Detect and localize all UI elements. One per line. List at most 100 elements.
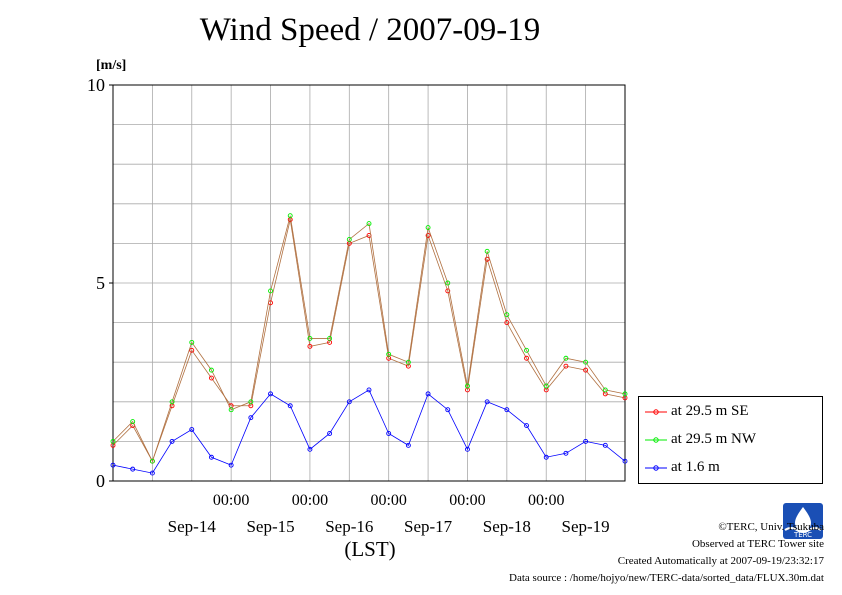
data-point [583,367,589,373]
data-point [346,236,352,242]
data-point [425,225,431,231]
x-day-label: Sep-19 [562,517,610,536]
data-point [386,351,392,357]
legend-label-se: at 29.5 m SE [671,403,749,419]
data-point [149,458,155,464]
series-line [112,389,626,474]
x-time-tick-label: 00:00 [528,492,564,509]
data-point [307,335,313,341]
x-unit-label: (LST) [344,537,396,561]
legend: at 29.5 m SE at 29.5 m NW at 1.6 m [638,396,823,484]
data-point [602,387,608,393]
terc-logo-icon: TERC [783,503,823,539]
data-point [543,383,549,389]
y-tick-label: 5 [96,273,105,293]
terc-logo: TERC [783,503,823,539]
data-point [484,399,490,405]
data-point [307,343,313,349]
series-line [112,215,626,463]
x-day-label: Sep-17 [404,517,453,536]
x-axis: 00:00 00:00 00:00 00:00 00:00 Sep-14 Sep-15 Sep… [168,492,610,536]
data-point [228,407,234,413]
logo-text: TERC [793,531,812,539]
x-time-tick-label: 00:00 [449,492,485,509]
data-point [622,391,628,397]
footer-created: Created Automatically at 2007-09-19/23:3… [617,555,824,567]
data-point [386,431,392,436]
y-tick-label: 0 [96,471,105,491]
data-point [169,438,175,444]
data-point [563,355,569,361]
data-point [307,446,313,452]
data-point [268,391,273,397]
x-day-label: Sep-18 [483,517,531,536]
data-point [465,446,470,452]
legend-item-nw: at 29.5 m NW [645,428,756,450]
legend-label-low: at 1.6 m [671,459,720,475]
y-tick-label: 10 [87,75,105,95]
data-point [327,431,333,436]
data-point [405,442,411,448]
data-point [209,375,214,381]
data-point [524,347,529,353]
data-point [366,221,372,227]
x-time-tick-label: 00:00 [213,492,249,509]
data-point [425,233,431,238]
data-point [189,339,195,345]
footer-copyright: ©TERC, Univ. Tsukuba [718,521,824,533]
data-point [622,458,628,464]
chart-title: Wind Speed / 2007-09-19 [199,12,541,48]
data-point [130,419,136,425]
data-point [524,423,529,429]
data-point [189,347,195,353]
data-point [130,466,136,472]
data-point [445,280,451,286]
data-point [248,399,254,405]
legend-item-low: at 1.6 m [645,456,720,478]
footer-observed: Observed at TERC Tower site [691,538,824,550]
data-point [445,288,451,294]
data-point [484,256,490,262]
y-axis: 0 5 10 [87,75,113,491]
legend-label-nw: at 29.5 m NW [671,431,756,447]
data-point [563,363,569,369]
data-point [425,391,431,397]
data-point [524,355,529,361]
data-point [189,427,195,432]
data-point [583,438,589,444]
data-point [484,248,490,254]
data-point [504,407,510,413]
y-unit-label: [m/s] [96,58,127,73]
grid [113,85,625,481]
data-point [149,470,155,476]
data-point [327,335,333,341]
x-time-tick-label: 00:00 [292,492,328,509]
data-point [209,367,214,373]
data-point [504,312,510,318]
data-point [465,383,470,389]
x-day-label: Sep-16 [325,517,373,536]
data-point [209,454,214,460]
data-point [445,407,451,413]
data-point [405,359,411,365]
footer-source: Data source : /home/hojyo/new/TERC-data/… [509,572,824,584]
data-point [110,462,116,468]
data-point [504,320,510,326]
data-point [602,442,608,448]
data-point [346,399,352,405]
series-line [112,219,626,463]
data-point [583,359,589,365]
data-point [287,403,293,409]
x-day-label: Sep-14 [168,517,217,536]
series-group [110,213,628,476]
x-day-label: Sep-15 [246,517,294,536]
data-point [268,288,273,294]
data-point [287,213,293,219]
data-point [248,415,254,421]
data-point [543,454,549,460]
data-point [563,450,569,456]
x-time-tick-label: 00:00 [370,492,406,509]
legend-item-se: at 29.5 m SE [645,400,749,422]
data-point [169,399,175,405]
